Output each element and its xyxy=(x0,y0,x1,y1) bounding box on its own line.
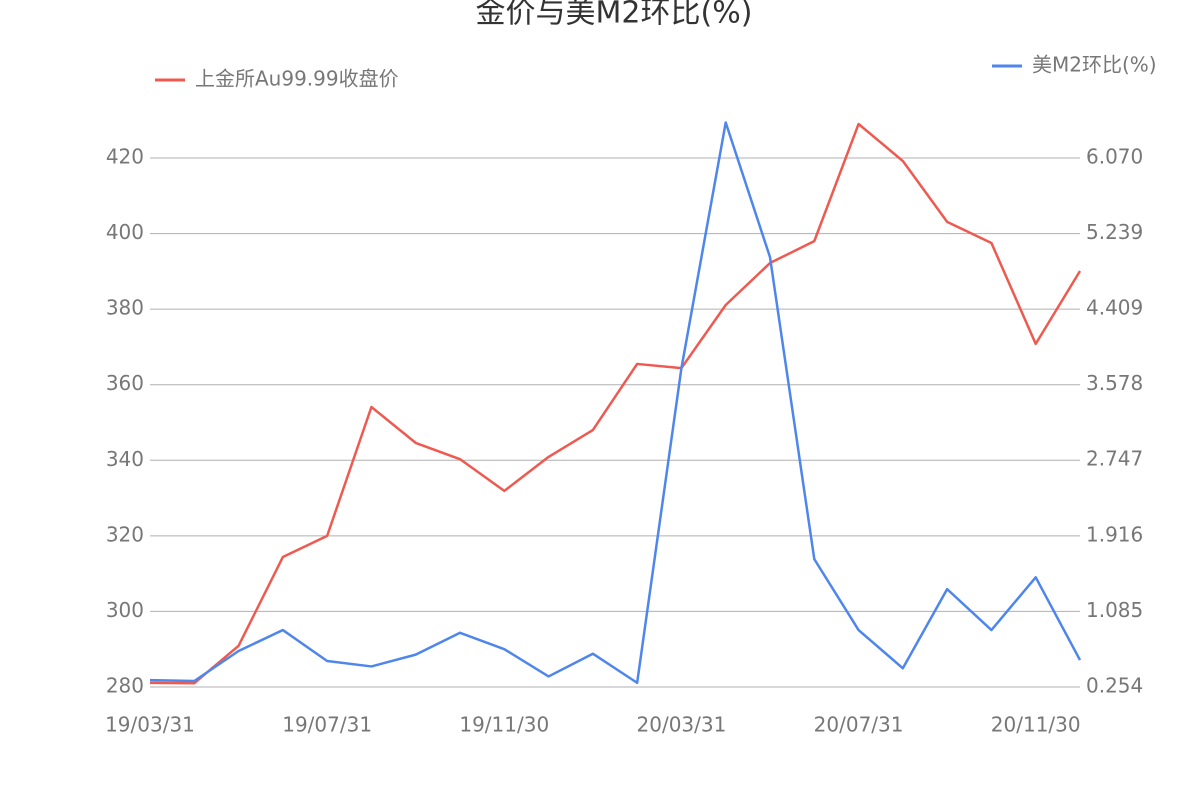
y2-tick-label: 0.254 xyxy=(1086,674,1143,698)
y-tick-label: 300 xyxy=(106,598,144,622)
y-tick-label: 280 xyxy=(106,674,144,698)
x-tick-label: 19/03/31 xyxy=(105,713,195,737)
y-tick-label: 400 xyxy=(106,220,144,244)
x-tick-label: 20/11/30 xyxy=(991,713,1081,737)
data-line xyxy=(149,122,1082,685)
legend-label: 美M2环比(%) xyxy=(1032,53,1157,77)
y2-tick-label: 3.578 xyxy=(1086,371,1143,395)
y2-tick-label: 1.085 xyxy=(1086,598,1143,622)
y2-tick-label: 6.070 xyxy=(1086,145,1143,169)
y-tick-label: 420 xyxy=(106,145,144,169)
y2-tick-label: 2.747 xyxy=(1086,447,1143,471)
y-tick-label: 320 xyxy=(106,522,144,546)
y-tick-label: 340 xyxy=(106,447,144,471)
chart-title: 金价与美M2环比(%) xyxy=(476,0,753,31)
y2-tick-label: 1.916 xyxy=(1086,522,1143,546)
x-tick-label: 20/07/31 xyxy=(814,713,904,737)
x-tick-label: 19/11/30 xyxy=(459,713,549,737)
x-tick-label: 19/07/31 xyxy=(282,713,372,737)
y2-tick-label: 4.409 xyxy=(1086,296,1143,320)
y-tick-label: 380 xyxy=(106,296,144,320)
x-tick-label: 20/03/31 xyxy=(637,713,727,737)
y-tick-label: 360 xyxy=(106,371,144,395)
legend-label: 上金所Au99.99收盘价 xyxy=(195,67,399,91)
y2-tick-label: 5.239 xyxy=(1086,220,1143,244)
data-line xyxy=(149,121,1082,685)
